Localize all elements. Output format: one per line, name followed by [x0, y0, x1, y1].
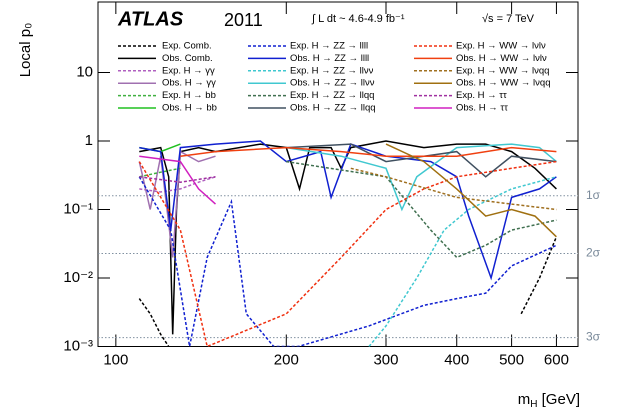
chart-subtitle: 2011 — [224, 10, 263, 30]
y-axis-label: Local p₀ — [17, 23, 34, 78]
y-tick-label: 10⁻² — [63, 269, 93, 286]
series-line — [139, 155, 217, 205]
x-tick-label: 400 — [444, 351, 469, 368]
series-line — [138, 160, 557, 347]
legend-label: Obs. H → ZZ → llνν — [290, 78, 375, 89]
legend-label: Exp. H → ZZ → llνν — [290, 65, 374, 76]
series-line — [368, 176, 557, 347]
x-tick-label: 600 — [544, 351, 569, 368]
x-axis-label-rest: [GeV] — [537, 391, 580, 408]
x-tick-label: 500 — [499, 351, 524, 368]
series-line — [350, 167, 557, 211]
plot-area — [138, 140, 558, 347]
series-line — [138, 176, 557, 347]
sigma-label: 1σ — [586, 188, 601, 202]
legend-label: Exp. H → γγ — [162, 65, 215, 76]
series-line — [385, 143, 557, 238]
legend-label: Obs. H → ZZ → llqq — [290, 103, 376, 114]
y-tick-label: 10 — [76, 63, 93, 80]
y-tick-label: 10⁻³ — [63, 337, 93, 354]
y-tick-label: 10⁻¹ — [63, 200, 93, 217]
legend-label: Exp. H → WW → lνqq — [456, 65, 549, 76]
x-tick-label: 200 — [274, 351, 299, 368]
legend-label: Obs. H → bb — [162, 103, 217, 114]
x-axis-label: mH [GeV] — [518, 391, 580, 410]
legend-label: Obs. H → WW → lνlν — [456, 53, 547, 64]
x-axis-label-main: m — [518, 391, 531, 408]
annotation: ∫ L dt ~ 4.6-4.9 fb⁻¹ — [311, 13, 405, 25]
series-line — [286, 143, 557, 212]
series-line — [139, 140, 557, 335]
legend-label: Obs. H → ZZ → llll — [290, 53, 369, 64]
series-line — [180, 146, 557, 157]
series-line — [139, 167, 181, 178]
legend-label: Exp. H → WW → lνlν — [456, 41, 546, 52]
series-line — [286, 143, 557, 178]
legend-label: Exp. H → ZZ → llqq — [290, 90, 374, 101]
sigma-label: 3σ — [586, 330, 601, 344]
series-line — [139, 140, 557, 281]
series-line — [139, 176, 216, 183]
chart-title: ATLAS — [117, 8, 184, 30]
series-line — [139, 176, 216, 193]
legend-label: Obs. H → γγ — [162, 78, 216, 89]
x-axis-label-sub: H — [530, 399, 537, 410]
legend-label: Exp. H → ZZ → llll — [290, 41, 368, 52]
sigma-label: 2σ — [586, 246, 601, 260]
legend-label: Exp. Comb. — [162, 41, 212, 52]
series-line — [138, 150, 216, 258]
legend-label: Exp. H → bb — [162, 90, 216, 101]
series-line — [138, 236, 558, 347]
x-tick-label: 300 — [373, 351, 398, 368]
legend-label: Exp. H → ττ — [456, 90, 507, 101]
legend-label: Obs. H → ττ — [456, 103, 508, 114]
legend-label: Obs. H → WW → lνqq — [456, 78, 550, 89]
x-tick-label: 100 — [103, 351, 128, 368]
annotation: √s = 7 TeV — [482, 13, 535, 25]
plot-frame — [97, 1, 579, 347]
legend-label: Obs. Comb. — [162, 53, 213, 64]
y-tick-label: 1 — [85, 132, 93, 149]
